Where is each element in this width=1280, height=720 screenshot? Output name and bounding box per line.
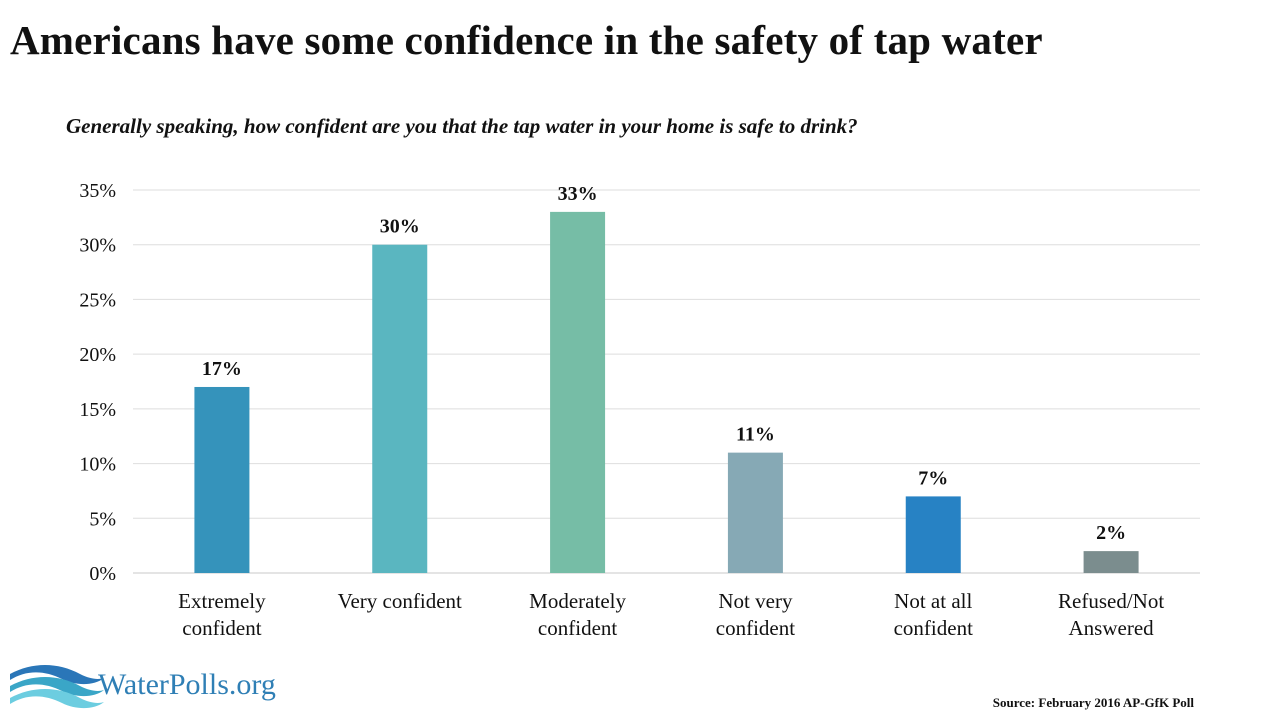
logo-wave-3 [10,689,104,709]
waterpolls-logo-icon [10,665,104,709]
data-label: 2% [1096,522,1126,544]
y-tick-label: 0% [89,563,116,585]
bar[interactable] [550,211,606,573]
data-label: 11% [736,424,775,446]
data-label: 30% [380,216,420,238]
bar[interactable] [727,452,783,573]
bar[interactable] [1083,551,1139,573]
data-label: 33% [558,183,598,205]
y-tick-label: 30% [79,235,116,257]
x-tick-label: Not at all confident [894,589,973,640]
logo-wave-2 [10,677,104,697]
x-tick-label: Refused/Not Answered [1058,589,1164,640]
chart-title: Americans have some confidence in the sa… [10,17,1043,63]
x-tick-label: Moderately confident [529,589,626,640]
x-tick-label: Very confident [338,589,462,613]
y-tick-label: 15% [79,399,116,421]
y-tick-label: 20% [79,344,116,366]
logo-text[interactable]: WaterPolls.org [98,668,276,701]
x-tick-label: Not very confident [716,589,795,640]
y-tick-label: 5% [89,508,116,530]
chart-subtitle: Generally speaking, how confident are yo… [66,114,858,138]
x-tick-label: Extremely confident [178,589,266,640]
data-label: 17% [202,358,242,380]
bar-chart: 0%5%10%15%20%25%30%35% 17%30%33%11%7%2% … [79,180,1200,640]
bar[interactable] [905,496,961,573]
y-tick-label: 35% [79,180,116,202]
logo-wave-1 [10,665,104,685]
source-note: Source: February 2016 AP-GfK Poll [992,695,1194,710]
y-tick-label: 25% [79,289,116,311]
y-tick-label: 10% [79,454,116,476]
data-label: 7% [918,467,948,489]
bar[interactable] [372,244,428,573]
bar[interactable] [194,386,250,573]
